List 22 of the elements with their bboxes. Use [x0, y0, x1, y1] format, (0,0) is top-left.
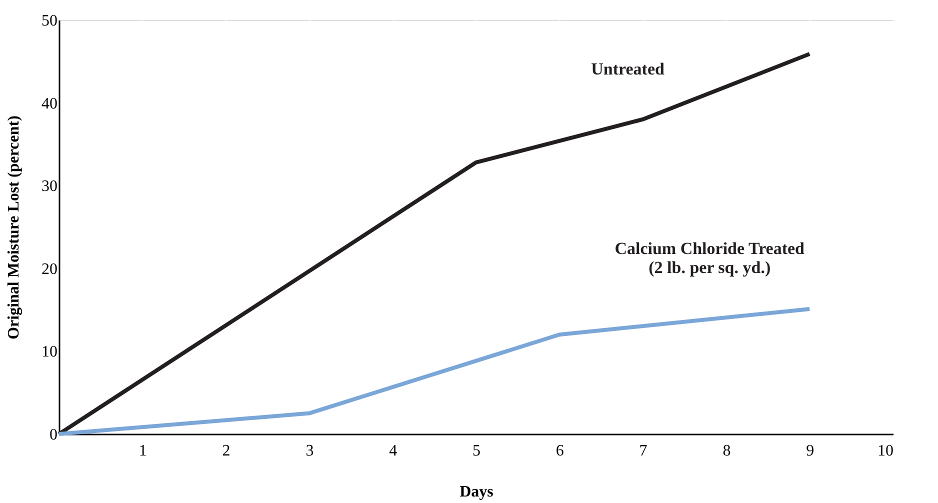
x-tick-label: 8	[722, 442, 731, 460]
line-series	[57, 52, 812, 436]
y-tick-label: 10	[42, 344, 58, 361]
x-axis-title: Days	[460, 484, 494, 500]
y-tick-label: 50	[42, 12, 58, 30]
x-tick-label: 10	[878, 442, 894, 460]
x-tick-label: 5	[472, 442, 480, 460]
x-tick-label: 4	[389, 442, 398, 460]
x-tick-label: 6	[556, 442, 564, 460]
y-tick-label: 0	[50, 426, 58, 444]
x-tick-label: 9	[806, 442, 814, 460]
series-label: Calcium Chloride Treated (2 lb. per sq. yd.)	[614, 238, 806, 277]
y-tick-label: 40	[42, 95, 58, 112]
y-axis-title: Original Moisture Lost (percent)	[6, 116, 22, 340]
x-tick-label: 1	[138, 442, 147, 460]
x-tick-label: 2	[222, 442, 230, 460]
line-series	[57, 306, 812, 436]
series-label: Untreated	[591, 59, 666, 78]
x-tick-label: 3	[306, 442, 314, 460]
y-tick-label: 30	[42, 178, 58, 196]
x-tick-label: 7	[639, 442, 648, 460]
y-tick-label: 20	[42, 260, 58, 278]
